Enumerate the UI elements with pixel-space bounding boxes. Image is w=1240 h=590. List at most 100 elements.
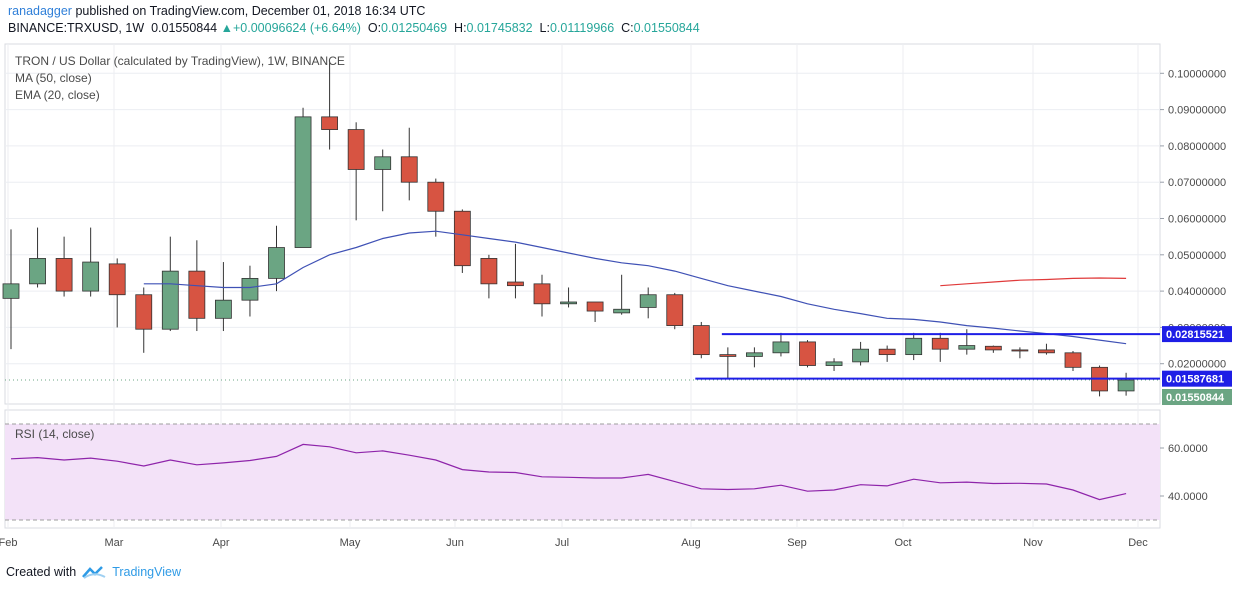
rsi-band (5, 424, 1160, 520)
candle (348, 122, 364, 220)
candle-body (242, 278, 258, 300)
price-chart[interactable]: 0.020000000.030000000.040000000.05000000… (0, 0, 1240, 560)
candle (269, 226, 285, 291)
price-tick-label: 0.07000000 (1168, 177, 1226, 189)
candle-body (1038, 350, 1054, 353)
month-tick-label: Apr (212, 537, 229, 549)
candle (507, 244, 523, 298)
candle (879, 346, 895, 362)
tradingview-logo-icon (82, 565, 106, 579)
footer: Created with TradingView (6, 565, 181, 579)
month-tick-label: Nov (1023, 537, 1043, 549)
candle (1012, 347, 1028, 358)
ema-legend: EMA (20, close) (15, 88, 100, 102)
candle-body (561, 302, 577, 304)
rsi-tick-label: 40.0000 (1168, 491, 1208, 503)
candle (481, 255, 497, 299)
candle-body (401, 157, 417, 182)
month-tick-label: Jun (446, 537, 464, 549)
candle (1038, 344, 1054, 355)
price-tick-label: 0.05000000 (1168, 250, 1226, 262)
price-tick-label: 0.10000000 (1168, 68, 1226, 80)
price-tick-label: 0.04000000 (1168, 286, 1226, 298)
candle-body (1012, 350, 1028, 351)
candle (587, 302, 603, 322)
candle-body (375, 157, 391, 170)
candle (375, 150, 391, 212)
tradingview-link[interactable]: TradingView (82, 565, 181, 579)
rsi-legend: RSI (14, close) (15, 427, 94, 441)
candle (906, 333, 922, 360)
candle-body (746, 353, 762, 357)
candle (401, 128, 417, 201)
price-tick-label: 0.09000000 (1168, 105, 1226, 117)
candle (215, 262, 231, 331)
candle (693, 322, 709, 358)
candle-body (109, 264, 125, 295)
candle-body (906, 338, 922, 354)
rsi-tick-label: 60.0000 (1168, 443, 1208, 455)
price-label-text: 0.01587681 (1166, 374, 1224, 386)
candle (853, 342, 869, 366)
candle-body (136, 295, 152, 329)
candle-body (215, 300, 231, 318)
candle-body (640, 295, 656, 308)
month-tick-label: Dec (1128, 537, 1148, 549)
candle-body (853, 349, 869, 362)
candle-body (507, 282, 523, 286)
candle-body (800, 342, 816, 366)
candle-body (985, 346, 1001, 350)
candle-body (720, 355, 736, 357)
created-with-text: Created with (6, 565, 76, 579)
candle (773, 333, 789, 357)
candle-body (587, 302, 603, 311)
price-label-text: 0.02815521 (1166, 329, 1224, 341)
candle-body (162, 271, 178, 329)
candle-body (56, 258, 72, 291)
price-tick-label: 0.02000000 (1168, 359, 1226, 371)
chart-title: TRON / US Dollar (calculated by TradingV… (15, 54, 345, 68)
candle-body (269, 248, 285, 279)
candle-body (481, 258, 497, 283)
candle (1118, 373, 1134, 396)
candle-body (3, 284, 19, 299)
candle-body (879, 349, 895, 354)
candle-body (693, 326, 709, 355)
candle (454, 209, 470, 273)
candle (985, 346, 1001, 353)
candle-body (826, 362, 842, 366)
candle (932, 333, 948, 362)
month-tick-label: May (340, 537, 361, 549)
candle (1092, 366, 1108, 397)
candle-body (534, 284, 550, 304)
candle (109, 258, 125, 327)
candle (56, 237, 72, 297)
candle-body (295, 117, 311, 248)
candle-body (348, 130, 364, 170)
candle (826, 358, 842, 371)
month-tick-label: Aug (681, 537, 701, 549)
candle-body (932, 338, 948, 349)
price-label-text: 0.01550844 (1166, 392, 1225, 404)
candle-body (322, 117, 338, 130)
tradingview-brand: TradingView (112, 565, 181, 579)
ma-legend: MA (50, close) (15, 71, 92, 85)
candle (30, 228, 46, 288)
candle (534, 275, 550, 317)
month-tick-label: Jul (555, 537, 569, 549)
price-tick-label: 0.06000000 (1168, 214, 1226, 226)
candle (614, 275, 630, 315)
candle (667, 293, 683, 329)
candle (1065, 351, 1081, 371)
candle (959, 329, 975, 354)
candle-body (1065, 353, 1081, 368)
candle (720, 347, 736, 378)
candle-body (83, 262, 99, 291)
price-tick-label: 0.08000000 (1168, 141, 1226, 153)
candle (295, 108, 311, 248)
candle-body (428, 182, 444, 211)
ema20-line (144, 231, 1126, 344)
candle (322, 62, 338, 149)
candle (428, 179, 444, 237)
month-tick-label: Sep (787, 537, 807, 549)
